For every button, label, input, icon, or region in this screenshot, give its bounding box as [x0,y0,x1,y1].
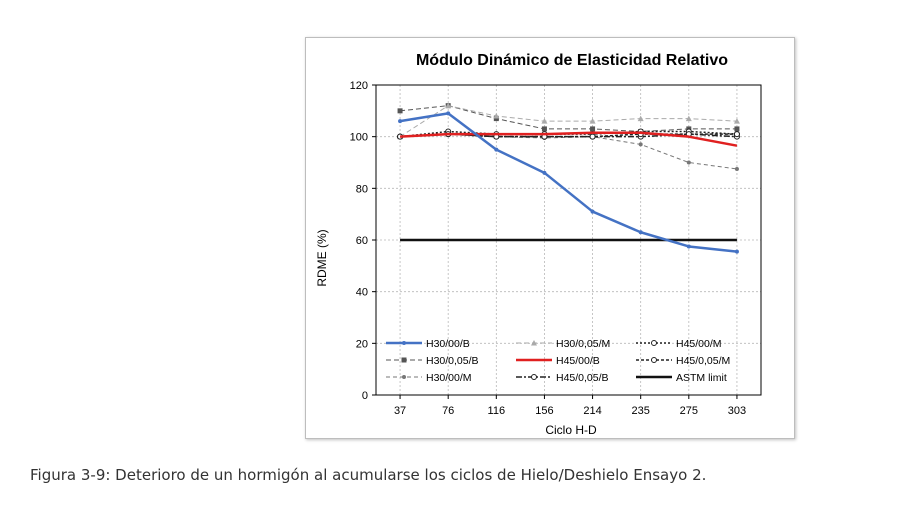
legend-item-h45-0-05-m: H45/0,05/M [636,355,730,367]
data-point [637,115,644,122]
x-tick-label: 275 [680,405,698,417]
series-line [399,131,738,147]
figure-caption: Figura 3-9: Deterioro de un hormigón al … [30,466,707,484]
y-tick-label: 60 [356,235,368,247]
series-h30-00-m [398,132,739,171]
x-tick-label: 37 [394,405,406,417]
axes: 0 20 40 60 80 100 120 37 76 116 156 214 235 275 303 [350,80,762,417]
data-point [590,126,596,132]
y-tick-label: 0 [362,390,368,402]
legend-label: H30/00/B [426,338,470,350]
x-tick-label: 235 [632,405,650,417]
data-point [686,244,691,249]
data-point [542,170,547,175]
legend-label: H30/00/M [426,372,472,384]
x-tick-label: 116 [488,405,506,417]
data-point [494,147,499,152]
chart-title: Módulo Dinámico de Elasticidad Relativo [416,52,728,69]
data-point [590,209,595,214]
data-point [541,126,547,132]
legend-item-h30-0-05-m: H30/0,05/M [516,338,610,350]
x-tick-label: 214 [583,405,601,417]
data-point [493,116,499,122]
data-point [446,111,451,116]
legend-marker [651,340,657,346]
data-point [493,113,500,119]
data-point [589,118,596,124]
data-point [445,102,452,109]
legend-item-h30-0-05-b: H30/0,05/B [386,355,479,367]
legend: H30/00/B H30/0,05/M H45/00/M H30/0,05/B H45/… [386,338,730,384]
legend-marker [531,340,537,346]
legend-marker [402,375,406,379]
legend-item-h30-00-m: H30/00/M [386,372,472,384]
x-axis-label: Ciclo H-D [545,423,597,437]
data-point [638,230,643,235]
data-point [589,133,596,140]
data-point [398,119,403,124]
series-line [399,112,738,253]
chart: Módulo Dinámico de Elasticidad Relativo … [315,52,762,437]
y-tick-label: 20 [356,338,368,350]
series-h45-00-b [399,131,738,147]
series-lines [397,102,740,254]
legend-item-h30-00-b: H30/00/B [386,338,470,350]
legend-item-astm-limit: ASTM limit [636,372,727,384]
legend-label: H45/00/B [556,355,600,367]
data-point [686,160,691,165]
legend-item-h45-0-05-b: H45/0,05/B [516,372,609,384]
data-point [541,118,548,124]
data-point [733,131,740,138]
legend-label: H30/0,05/M [556,338,610,350]
legend-label: H45/0,05/M [676,355,730,367]
x-tick-label: 156 [535,405,553,417]
legend-marker [531,374,537,380]
legend-marker [402,341,406,345]
data-point [734,126,740,132]
series-line [399,105,737,138]
legend-label: H45/0,05/B [556,372,609,384]
legend-label: H30/0,05/B [426,355,479,367]
x-tick-label: 303 [728,405,746,417]
data-point [685,115,692,122]
y-tick-label: 100 [350,132,368,144]
legend-item-h45-00-b: H45/00/B [516,355,600,367]
data-point [733,118,740,124]
figure-frame: Módulo Dinámico de Elasticidad Relativo … [305,37,795,439]
data-point [397,108,403,114]
series-h30-0-05-m [397,102,740,140]
legend-label: ASTM limit [676,372,727,384]
legend-item-h45-00-m: H45/00/M [636,338,722,350]
series-h30-00-b [398,111,739,254]
data-point [734,166,739,171]
x-tick-label: 76 [442,405,454,417]
legend-label: H45/00/M [676,338,722,350]
data-point [638,142,643,147]
y-axis-label: RDME (%) [315,229,329,286]
data-point [734,249,739,254]
legend-marker [401,357,407,363]
series-line [400,133,738,170]
y-tick-label: 40 [356,287,368,299]
y-tick-label: 120 [350,80,368,92]
legend-marker [651,357,657,363]
y-tick-label: 80 [356,183,368,195]
